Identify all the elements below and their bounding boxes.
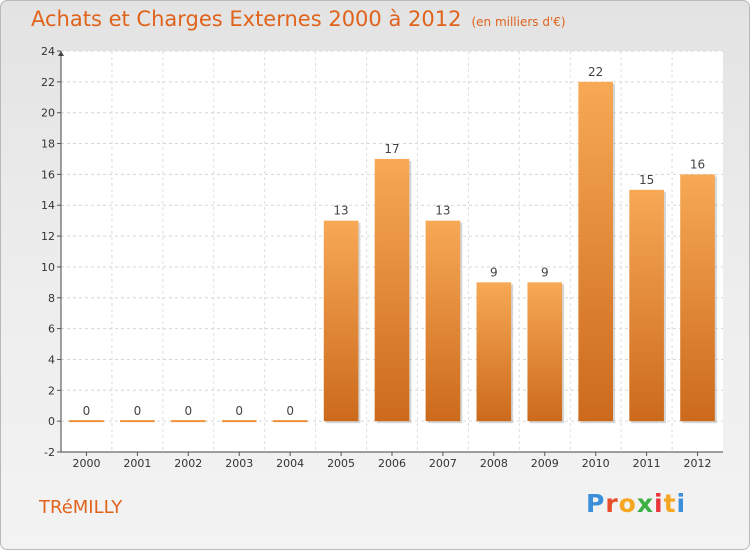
x-tick-label: 2003 (225, 457, 253, 470)
proxiti-logo[interactable]: Proxiti (586, 489, 686, 518)
data-label: 9 (490, 265, 498, 279)
y-tick-label: 22 (41, 76, 55, 89)
x-tick-label: 2002 (174, 457, 202, 470)
bar (323, 220, 359, 422)
y-tick-label: 16 (41, 168, 55, 181)
title-unit: (en milliers d'€) (471, 15, 566, 29)
y-tick-label: 18 (41, 138, 55, 151)
y-tick-label: 12 (41, 230, 55, 243)
x-tick-label: 2006 (378, 457, 406, 470)
logo-letter: i (654, 489, 664, 518)
y-tick-label: 2 (48, 384, 55, 397)
y-tick-label: 8 (48, 292, 55, 305)
chart-title: Achats et Charges Externes 2000 à 2012 (e… (31, 7, 566, 31)
x-tick-label: 2007 (429, 457, 457, 470)
y-tick-label: 0 (48, 415, 55, 428)
logo-letter: P (586, 489, 606, 518)
bar (374, 158, 410, 422)
data-label: 16 (690, 157, 705, 171)
logo-letter: t (663, 489, 677, 518)
x-tick-label: 2001 (123, 457, 151, 470)
data-label: 13 (333, 204, 348, 218)
y-tick-label: 6 (48, 323, 55, 336)
bar (578, 81, 614, 422)
data-label: 17 (384, 142, 399, 156)
x-tick-label: 2004 (276, 457, 304, 470)
data-label: 0 (83, 404, 91, 418)
logo-letter: o (618, 489, 637, 518)
x-tick-label: 2010 (582, 457, 610, 470)
x-tick-label: 2005 (327, 457, 355, 470)
logo-letter: i (676, 489, 687, 518)
bar (476, 282, 512, 422)
data-label: 0 (286, 404, 294, 418)
y-tick-label: 20 (41, 107, 55, 120)
y-axis-arrow (58, 51, 64, 56)
data-label: 9 (541, 265, 549, 279)
data-label: 13 (435, 204, 450, 218)
data-label: 0 (184, 404, 192, 418)
logo-letter: x (636, 489, 654, 518)
logo-letter: r (605, 489, 619, 518)
commune-name: TRéMILLY (39, 497, 123, 518)
y-tick-label: 10 (41, 261, 55, 274)
data-label: 0 (235, 404, 243, 418)
data-label: 22 (588, 65, 603, 79)
y-tick-label: 4 (48, 353, 55, 366)
bar (680, 174, 715, 422)
x-tick-label: 2011 (633, 457, 661, 470)
x-tick-label: 2000 (72, 457, 100, 470)
y-tick-label: 14 (41, 199, 55, 212)
bar (629, 189, 664, 422)
y-tick-label: -2 (44, 446, 55, 459)
data-label: 15 (639, 173, 654, 187)
x-tick-label: 2009 (531, 457, 559, 470)
x-tick-label: 2012 (684, 457, 712, 470)
data-label: 0 (134, 404, 142, 418)
bar (425, 220, 461, 422)
title-text: Achats et Charges Externes 2000 à 2012 (31, 7, 462, 31)
bar (527, 282, 563, 422)
y-tick-label: 24 (41, 45, 55, 58)
x-tick-label: 2008 (480, 457, 508, 470)
